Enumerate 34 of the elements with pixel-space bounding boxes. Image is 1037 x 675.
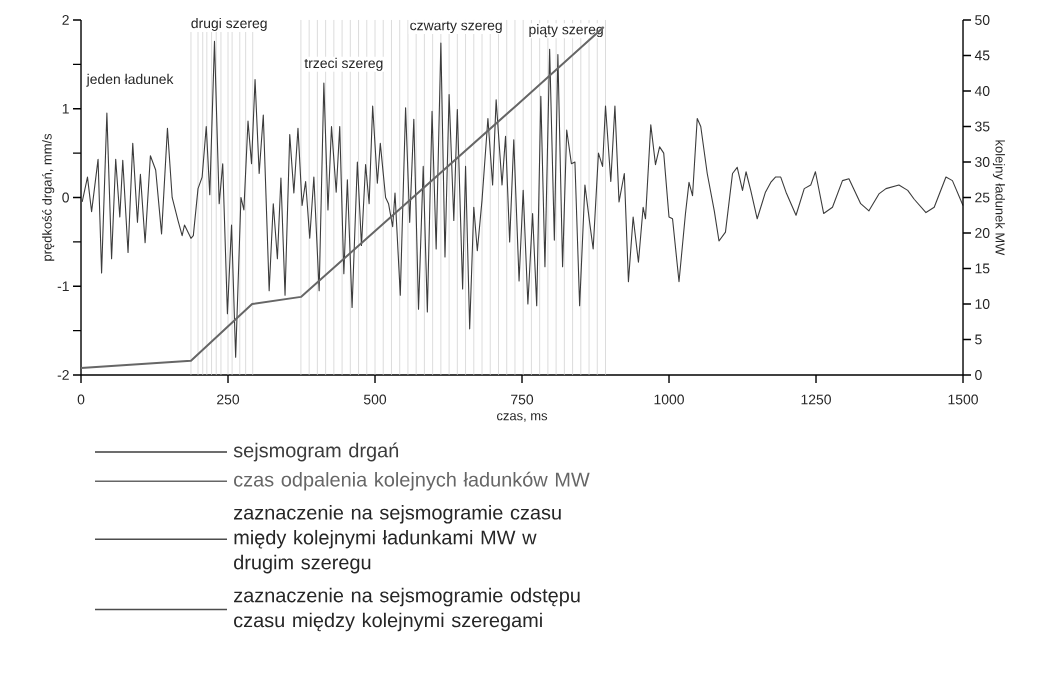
y2-tick-label: 45 bbox=[974, 50, 990, 61]
y-tick-label: -1 bbox=[57, 281, 69, 292]
y2-tick-label: 25 bbox=[975, 192, 990, 203]
y2-tick-label: 20 bbox=[975, 228, 990, 238]
y-tick-label: -2 bbox=[57, 370, 69, 380]
y-tick-label: 1 bbox=[62, 103, 69, 114]
text: sejsmogram drgań bbox=[233, 442, 399, 462]
y2-tick-label: 30 bbox=[975, 157, 990, 167]
y2-tick-label: 15 bbox=[975, 263, 990, 274]
x-tick-label: 250 bbox=[217, 394, 240, 405]
y2-tick-label: 50 bbox=[975, 15, 990, 25]
x-tick-label: 500 bbox=[363, 394, 387, 405]
y2-tick-label: 5 bbox=[975, 334, 982, 345]
x-tick-label: 1250 bbox=[801, 394, 831, 405]
annotation: trzeci szereg bbox=[304, 57, 383, 71]
text: czas odpalenia kolejnych ładunków MW bbox=[234, 471, 590, 491]
text: zaznaczenie na sejsmogramie odstępu czasu między kolejnymi szeregami bbox=[234, 587, 580, 632]
y-tick-label: 0 bbox=[62, 192, 69, 203]
y-axis-title: prędkość drgań, mm/s bbox=[42, 133, 55, 261]
text: zaznaczenie na sejsmogramie czasu międy kolejnymi ładunkami MW w drugim szeregu bbox=[234, 504, 561, 574]
x-tick-label: 750 bbox=[511, 394, 534, 405]
annotation: czwarty szereg bbox=[410, 21, 502, 34]
x-tick-label: 1000 bbox=[654, 394, 684, 405]
x-tick-label: 0 bbox=[77, 394, 85, 405]
annotation: drugi szereg bbox=[191, 17, 267, 31]
y2-tick-label: 0 bbox=[975, 370, 982, 380]
x-tick-label: 1500 bbox=[948, 394, 978, 405]
y2-tick-label: 10 bbox=[975, 299, 990, 309]
y2-tick-label: 40 bbox=[974, 86, 990, 96]
y2-axis-title: kolejny ładunek MW bbox=[992, 140, 1005, 256]
x-axis-title: czas, ms bbox=[497, 413, 548, 422]
y2-tick-label: 35 bbox=[975, 121, 990, 132]
annotation: jeden ładunek bbox=[86, 73, 174, 87]
y-tick-label: 2 bbox=[62, 15, 69, 25]
